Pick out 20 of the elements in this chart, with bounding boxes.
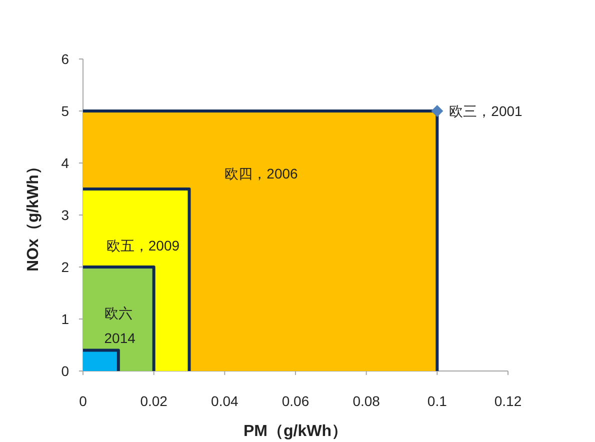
- y-tick-label: 3: [61, 207, 70, 223]
- x-tick-label: 0.04: [211, 393, 239, 409]
- x-tick-label: 0.06: [282, 393, 310, 409]
- y-tick-label: 5: [61, 103, 70, 119]
- series-label: 欧四，2006: [224, 165, 298, 182]
- series-label: 欧三，2001: [449, 103, 523, 119]
- y-axis-title: NOx（g/kWh）: [25, 158, 42, 272]
- series-label: 欧五，2009: [106, 237, 180, 254]
- x-axis-title: PM（g/kWh）: [244, 423, 348, 440]
- x-tick-label: 0.1: [427, 393, 448, 409]
- x-tick-label: 0.08: [352, 393, 380, 409]
- x-tick-label: 0.12: [494, 393, 522, 409]
- y-tick-label: 2: [61, 259, 70, 275]
- x-tick-label: 0: [79, 393, 88, 409]
- series-label: 欧六 2014: [104, 304, 136, 346]
- x-tick-label: 0.02: [140, 393, 168, 409]
- y-tick-label: 4: [61, 155, 70, 171]
- y-tick-label: 1: [61, 311, 70, 327]
- y-tick-label: 6: [61, 51, 70, 67]
- y-tick-label: 0: [61, 363, 70, 379]
